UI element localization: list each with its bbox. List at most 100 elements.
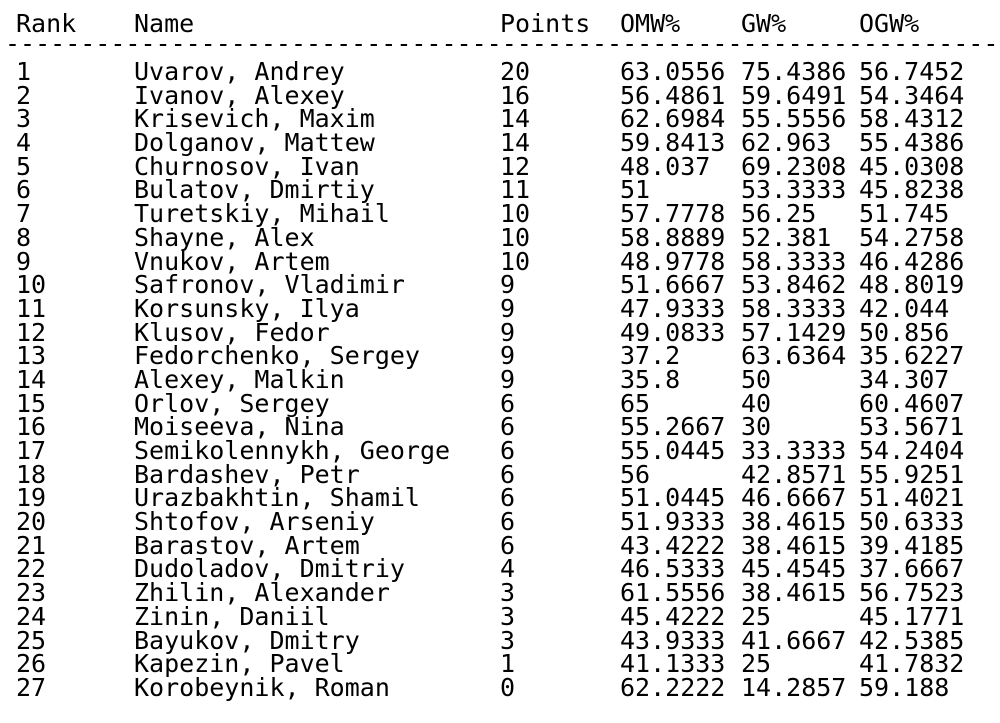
- cell-rank: 13: [16, 341, 47, 371]
- table-row: 3 Krisevich, Maxim 14 62.6984 55.5556 58…: [0, 104, 1000, 134]
- cell-gw: 56.25: [741, 199, 817, 229]
- cell-name: Moiseeva, Nina: [134, 412, 345, 442]
- table-row: 10 Safronov, Vladimir 9 51.6667 53.8462 …: [0, 270, 1000, 300]
- cell-ogw: 48.8019: [859, 270, 965, 300]
- cell-ogw: 51.4021: [859, 483, 965, 513]
- cell-rank: 23: [16, 578, 47, 608]
- cell-ogw: 50.856: [859, 317, 950, 347]
- cell-ogw: 54.2758: [859, 222, 965, 252]
- cell-omw: 43.4222: [620, 530, 726, 560]
- cell-omw: 55.2667: [620, 412, 726, 442]
- cell-name: Shtofov, Arseniy: [134, 507, 375, 537]
- table-header: Rank Name Points OMW% GW% OGW%: [0, 9, 1000, 38]
- cell-rank: 15: [16, 388, 47, 418]
- cell-name: Urazbakhtin, Shamil: [134, 483, 420, 513]
- cell-name: Shayne, Alex: [134, 222, 315, 252]
- table-row: 2 Ivanov, Alexey 16 56.4861 59.6491 54.3…: [0, 80, 1000, 110]
- cell-rank: 3: [16, 104, 32, 134]
- column-header-rank: Rank: [16, 9, 77, 38]
- cell-name: Zinin, Daniil: [134, 601, 330, 631]
- cell-name: Bulatov, Dmirtiy: [134, 175, 375, 205]
- cell-omw: 41.1333: [620, 649, 726, 679]
- cell-gw: 25: [741, 649, 772, 679]
- cell-ogw: 42.5385: [859, 625, 965, 655]
- cell-points: 6: [500, 412, 516, 442]
- cell-ogw: 45.8238: [859, 175, 965, 205]
- cell-points: 10: [500, 199, 531, 229]
- cell-name: Barastov, Artem: [134, 530, 360, 560]
- cell-omw: 48.9778: [620, 246, 726, 276]
- table-row: 27 Korobeynik, Roman 0 62.2222 14.2857 5…: [0, 672, 1000, 702]
- cell-gw: 52.381: [741, 222, 832, 252]
- cell-rank: 26: [16, 649, 47, 679]
- cell-omw: 51.9333: [620, 507, 726, 537]
- cell-name: Korobeynik, Roman: [134, 672, 390, 702]
- cell-gw: 38.4615: [741, 530, 847, 560]
- cell-omw: 59.8413: [620, 128, 726, 158]
- cell-name: Fedorchenko, Sergey: [134, 341, 420, 371]
- cell-gw: 46.6667: [741, 483, 847, 513]
- cell-points: 9: [500, 364, 516, 394]
- table-row: 13 Fedorchenko, Sergey 9 37.2 63.6364 35…: [0, 341, 1000, 371]
- cell-ogw: 54.3464: [859, 80, 965, 110]
- cell-gw: 53.3333: [741, 175, 847, 205]
- cell-rank: 1: [16, 57, 32, 86]
- cell-omw: 49.0833: [620, 317, 726, 347]
- cell-gw: 69.2308: [741, 151, 847, 181]
- cell-omw: 63.0556: [620, 57, 726, 86]
- cell-omw: 56.4861: [620, 80, 726, 110]
- cell-omw: 62.2222: [620, 672, 726, 702]
- cell-omw: 47.9333: [620, 293, 726, 323]
- cell-name: Ivanov, Alexey: [134, 80, 345, 110]
- cell-rank: 18: [16, 459, 47, 489]
- cell-points: 10: [500, 222, 531, 252]
- cell-gw: 59.6491: [741, 80, 847, 110]
- cell-gw: 38.4615: [741, 507, 847, 537]
- cell-points: 6: [500, 530, 516, 560]
- cell-ogw: 60.4607: [859, 388, 965, 418]
- cell-rank: 21: [16, 530, 47, 560]
- table-row: 5 Churnosov, Ivan 12 48.037 69.2308 45.0…: [0, 151, 1000, 181]
- cell-rank: 17: [16, 436, 47, 465]
- cell-gw: 14.2857: [741, 672, 847, 702]
- cell-rank: 27: [16, 672, 47, 702]
- cell-points: 9: [500, 293, 516, 323]
- cell-rank: 16: [16, 412, 47, 442]
- cell-omw: 35.8: [620, 364, 681, 394]
- cell-points: 11: [500, 175, 531, 205]
- column-header-gw: GW%: [741, 9, 787, 38]
- table-row: 4 Dolganov, Mattew 14 59.8413 62.963 55.…: [0, 128, 1000, 158]
- cell-points: 0: [500, 672, 516, 702]
- cell-omw: 51.0445: [620, 483, 726, 513]
- cell-omw: 48.037: [620, 151, 711, 181]
- cell-gw: 53.8462: [741, 270, 847, 300]
- cell-ogw: 59.188: [859, 672, 950, 702]
- cell-gw: 58.3333: [741, 246, 847, 276]
- cell-omw: 43.9333: [620, 625, 726, 655]
- cell-name: Churnosov, Ivan: [134, 151, 360, 181]
- cell-gw: 62.963: [741, 128, 832, 158]
- cell-points: 9: [500, 341, 516, 371]
- cell-points: 3: [500, 578, 516, 608]
- cell-omw: 65: [620, 388, 651, 418]
- cell-gw: 57.1429: [741, 317, 847, 347]
- cell-rank: 20: [16, 507, 47, 537]
- header-separator: ----------------------------------------…: [5, 32, 1000, 56]
- cell-omw: 51: [620, 175, 651, 205]
- cell-ogw: 54.2404: [859, 436, 965, 465]
- cell-points: 16: [500, 80, 531, 110]
- cell-gw: 33.3333: [741, 436, 847, 465]
- cell-points: 6: [500, 388, 516, 418]
- cell-rank: 2: [16, 80, 32, 110]
- table-row: 14 Alexey, Malkin 9 35.8 50 34.307: [0, 364, 1000, 394]
- table-row: 1 Uvarov, Andrey 20 63.0556 75.4386 56.7…: [0, 57, 1000, 86]
- cell-omw: 37.2: [620, 341, 681, 371]
- cell-points: 3: [500, 601, 516, 631]
- table-row: 16 Moiseeva, Nina 6 55.2667 30 53.5671: [0, 412, 1000, 442]
- cell-name: Safronov, Vladimir: [134, 270, 405, 300]
- cell-ogw: 45.0308: [859, 151, 965, 181]
- cell-rank: 19: [16, 483, 47, 513]
- cell-omw: 55.0445: [620, 436, 726, 465]
- cell-ogw: 46.4286: [859, 246, 965, 276]
- table-row: 20 Shtofov, Arseniy 6 51.9333 38.4615 50…: [0, 507, 1000, 537]
